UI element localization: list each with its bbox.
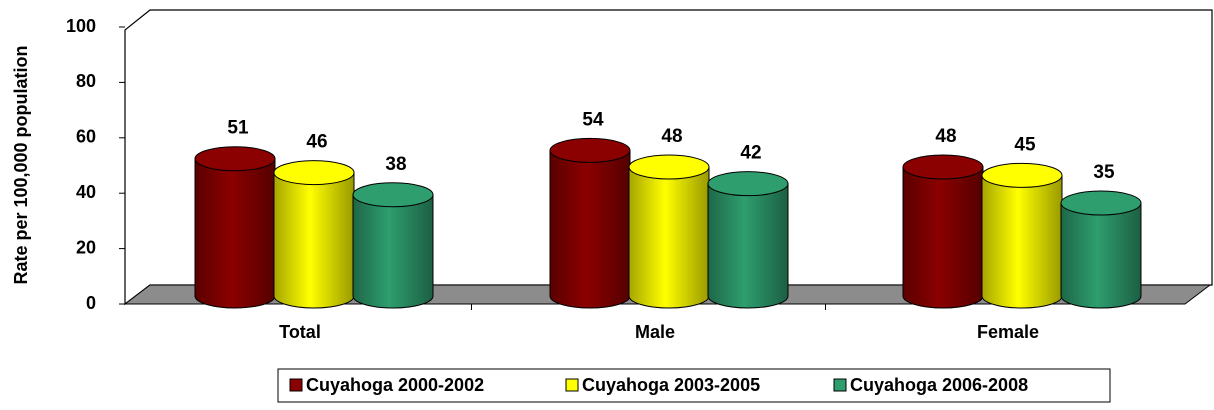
value-label: 51 [227, 118, 249, 139]
cylinder-top [1060, 190, 1142, 216]
cylinder-shade [903, 167, 983, 308]
cylinder-shade [629, 167, 709, 308]
value-label: 48 [661, 126, 682, 147]
cylinder-shade [353, 194, 433, 308]
cylinder-shade [274, 172, 354, 308]
y-tick-label: 80 [76, 71, 96, 91]
value-label: 48 [935, 126, 956, 147]
legend-label: Cuyahoga 2000-2002 [306, 375, 484, 395]
cylinder-shade [1061, 203, 1141, 308]
cylinder [902, 154, 984, 309]
legend-swatch [833, 378, 847, 392]
cylinder-top [628, 154, 710, 180]
x-tick-label: Female [977, 322, 1039, 342]
cylinder [194, 146, 276, 309]
y-tick-label: 40 [76, 182, 96, 202]
legend-label: Cuyahoga 2003-2005 [582, 375, 760, 395]
cylinder-top [981, 162, 1063, 188]
cylinder [981, 162, 1063, 309]
y-tick-label: 60 [76, 127, 96, 147]
cylinder-shade [550, 150, 630, 308]
legend-swatch [289, 378, 303, 392]
cylinder-shade [195, 158, 275, 308]
value-label: 46 [306, 132, 327, 153]
cylinder-top [902, 154, 984, 180]
cylinder-top [707, 171, 789, 197]
value-label: 35 [1093, 162, 1115, 183]
x-tick-label: Total [279, 322, 321, 342]
y-tick-label: 100 [66, 16, 96, 36]
value-label: 42 [740, 143, 761, 164]
value-label: 45 [1014, 134, 1036, 155]
legend [277, 368, 1111, 403]
cylinder [549, 137, 631, 309]
value-label: 54 [582, 109, 604, 130]
cylinder-top [194, 146, 276, 172]
y-axis-title: Rate per 100,000 population [11, 45, 31, 284]
cylinder [707, 171, 789, 309]
legend-label: Cuyahoga 2006-2008 [850, 375, 1028, 395]
cylinder-top [352, 182, 434, 208]
y-tick-label: 20 [76, 237, 96, 257]
cylinder-top [273, 160, 355, 186]
cylinder [628, 154, 710, 309]
cylinder-shade [982, 175, 1062, 308]
cylinder [273, 160, 355, 309]
value-label: 38 [385, 154, 406, 175]
cylinder [1060, 190, 1142, 309]
cylinder-top [549, 137, 631, 163]
cylinder [352, 182, 434, 309]
x-tick-label: Male [635, 322, 675, 342]
legend-swatch [565, 378, 579, 392]
y-tick-label: 0 [86, 293, 96, 313]
cylinder-shade [708, 183, 788, 308]
